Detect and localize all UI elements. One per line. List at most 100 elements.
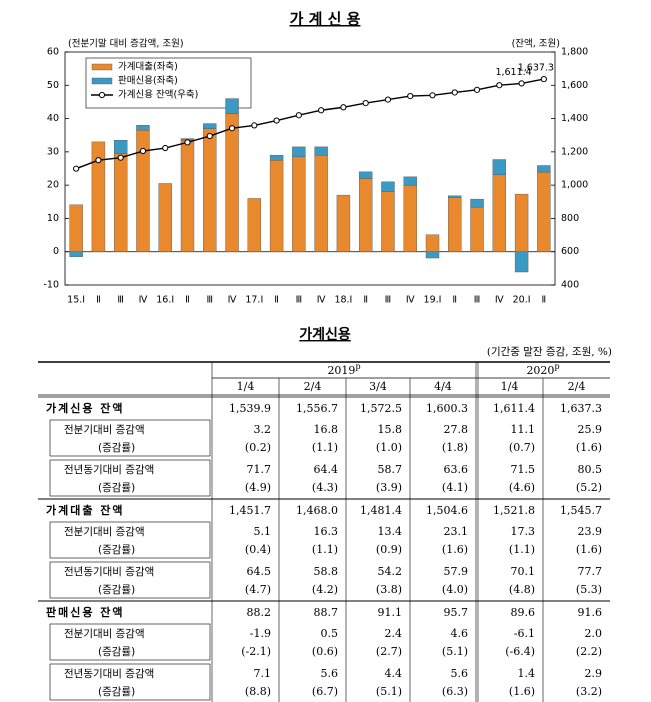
bar	[381, 191, 395, 252]
cell: (1.1)	[312, 441, 338, 454]
chart-title: 가 계 신 용	[290, 10, 361, 28]
line-point	[95, 157, 102, 164]
bar	[314, 146, 328, 156]
cell: (1.6)	[576, 441, 602, 454]
cell: 27.8	[444, 423, 469, 436]
cell: 70.1	[511, 565, 536, 578]
balance-line	[75, 78, 544, 170]
line-point	[206, 132, 213, 140]
bar	[425, 234, 440, 252]
cell: 1,521.8	[493, 504, 535, 517]
cell: (3.8)	[376, 583, 402, 596]
cell: 1,556.7	[296, 402, 338, 415]
cell: 4.6	[451, 627, 469, 640]
cell: 71.7	[247, 463, 272, 476]
quarter-header: 1/4	[237, 380, 255, 393]
bar	[537, 165, 551, 173]
row-label: (증감률)	[98, 544, 135, 556]
bar	[247, 198, 262, 252]
line-point	[184, 139, 191, 146]
bar	[492, 174, 507, 252]
cell: (5.2)	[576, 481, 602, 494]
cell: (1.6)	[442, 543, 468, 556]
bar	[425, 251, 440, 259]
bar	[358, 178, 373, 252]
cell: (0.9)	[376, 543, 402, 556]
y-tick-label: 50	[47, 80, 59, 91]
row-label: 전년동기대비 증감액	[64, 464, 154, 476]
y-tick-label: 60	[47, 47, 59, 58]
bar	[113, 140, 128, 154]
x-tick-label: Ⅱ	[363, 295, 368, 306]
y2-tick-label: 400	[561, 280, 579, 291]
row-label: (증감률)	[98, 442, 135, 454]
cell: 23.9	[578, 525, 603, 538]
cell: 54.2	[378, 565, 403, 578]
legend-label: 판매신용(좌축)	[118, 76, 178, 87]
x-tick-label: Ⅳ	[317, 295, 326, 306]
x-tick-label: Ⅱ	[274, 295, 279, 306]
y-tick-label: 0	[53, 246, 59, 257]
cell: (-2.1)	[241, 645, 271, 658]
cell: 0.5	[321, 627, 339, 640]
x-tick-label: Ⅱ	[452, 295, 457, 306]
row-label: 전년동기대비 증감액	[64, 668, 154, 680]
cell: 5.6	[321, 667, 339, 680]
bar	[514, 251, 529, 273]
bar	[358, 171, 373, 179]
quarter-header: 1/4	[501, 380, 519, 393]
x-tick-label: Ⅲ	[474, 295, 481, 306]
cell: -1.9	[250, 627, 271, 640]
line-point	[340, 104, 347, 111]
cell: 57.9	[444, 565, 469, 578]
y2-tick-label: 800	[561, 213, 579, 224]
cell: 1,539.9	[229, 402, 271, 415]
row-label: (증감률)	[98, 646, 135, 658]
y-tick-label: 30	[47, 146, 59, 157]
line-point	[273, 117, 280, 124]
cell: 88.7	[314, 606, 339, 619]
cell: 77.7	[578, 565, 603, 578]
cell: 58.7	[378, 463, 403, 476]
year: 2020	[526, 364, 554, 377]
x-tick-label: 19.Ⅰ	[424, 295, 442, 306]
x-tick-label: 17.Ⅰ	[245, 295, 263, 306]
cell: (5.1)	[376, 685, 402, 698]
cell: 2.9	[585, 667, 603, 680]
cell: (1.1)	[312, 543, 338, 556]
cell: (4.6)	[509, 481, 535, 494]
cell: 16.8	[314, 423, 339, 436]
y2-tick-label: 1,600	[561, 80, 588, 91]
y2-tick-label: 1,400	[561, 113, 588, 124]
table-title: 가계신용	[299, 327, 351, 343]
cell: 91.1	[378, 606, 403, 619]
cell: (4.9)	[245, 481, 271, 494]
legend-swatch	[91, 63, 113, 71]
cell: (0.4)	[245, 543, 271, 556]
cell: 1,468.0	[296, 504, 338, 517]
row-label: 전분기대비 증감액	[64, 526, 145, 538]
cell: 1,504.6	[426, 504, 468, 517]
y-tick-label: 10	[47, 213, 59, 224]
line-point	[451, 89, 458, 96]
quarter-header: 4/4	[434, 380, 452, 393]
cell: 88.2	[247, 606, 272, 619]
line-point	[384, 96, 392, 103]
quarter-header: 3/4	[369, 380, 387, 393]
x-tick-label: Ⅳ	[406, 295, 415, 306]
line-point	[139, 147, 147, 155]
cell: (0.6)	[312, 645, 338, 658]
line-point	[162, 144, 169, 152]
cell: 1,600.3	[426, 402, 468, 415]
bar	[292, 156, 306, 252]
legend-label: 가계신용 잔액(우축)	[118, 89, 198, 101]
cell: 58.8	[314, 565, 339, 578]
cell: (0.7)	[509, 441, 535, 454]
cell: (4.3)	[312, 481, 338, 494]
cell: (1.8)	[442, 441, 468, 454]
y-tick-label: -10	[43, 280, 59, 291]
bar	[158, 183, 172, 252]
cell: 1,611.4	[493, 402, 535, 415]
bar	[225, 113, 239, 252]
cell: 63.6	[444, 463, 469, 476]
